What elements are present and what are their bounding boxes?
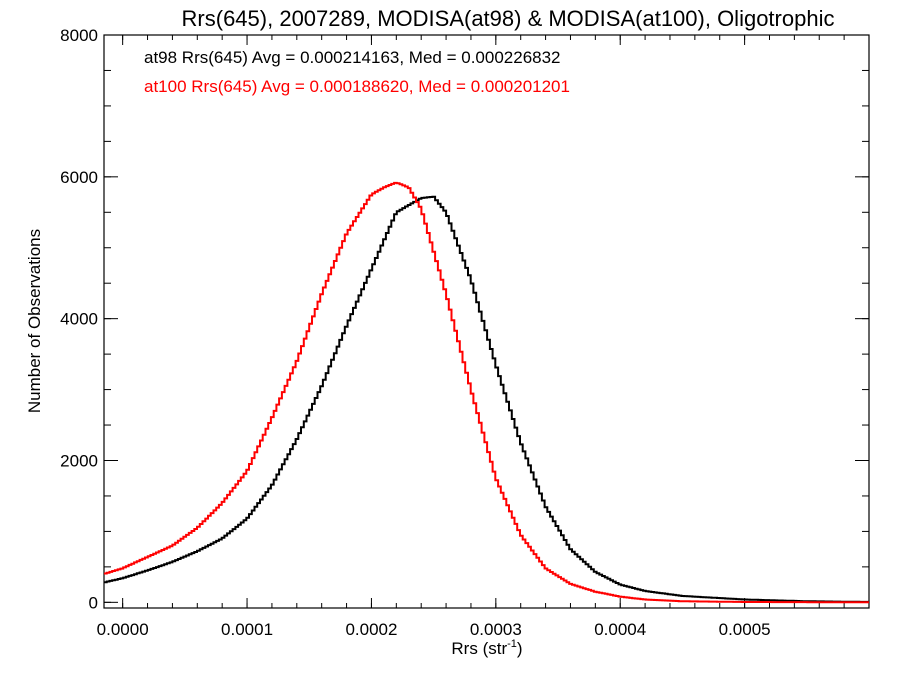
series-layer [104,181,869,604]
plot-frame [103,34,870,609]
x-tick-label: 0.0001 [221,620,273,639]
series-line-at100 [104,181,869,604]
x-tick-label: 0.0004 [594,620,646,639]
legend-entry-at98: at98 Rrs(645) Avg = 0.000214163, Med = 0… [144,48,561,67]
x-axis: 0.0000 0.0001 0.0002 0.0003 0.0004 0.0005 [97,35,870,639]
x-tick-label: 0.0003 [470,620,522,639]
y-tick-label: 6000 [60,168,98,187]
x-tick-label: 0.0000 [97,620,149,639]
legend-entry-at100: at100 Rrs(645) Avg = 0.000188620, Med = … [144,77,570,96]
y-axis-title: Number of Observations [25,229,44,413]
legend: at98 Rrs(645) Avg = 0.000214163, Med = 0… [144,48,570,96]
x-axis-title: Rrs (str-1) [451,638,522,658]
y-tick-label: 8000 [60,26,98,45]
chart-title: Rrs(645), 2007289, MODISA(at98) & MODISA… [182,6,835,31]
y-axis: 0 2000 4000 6000 8000 [60,26,869,612]
x-tick-label: 0.0002 [345,620,397,639]
y-tick-label: 4000 [60,310,98,329]
x-tick-label: 0.0005 [719,620,771,639]
y-tick-label: 0 [89,593,98,612]
y-tick-label: 2000 [60,451,98,470]
series-line-at98 [104,195,869,603]
